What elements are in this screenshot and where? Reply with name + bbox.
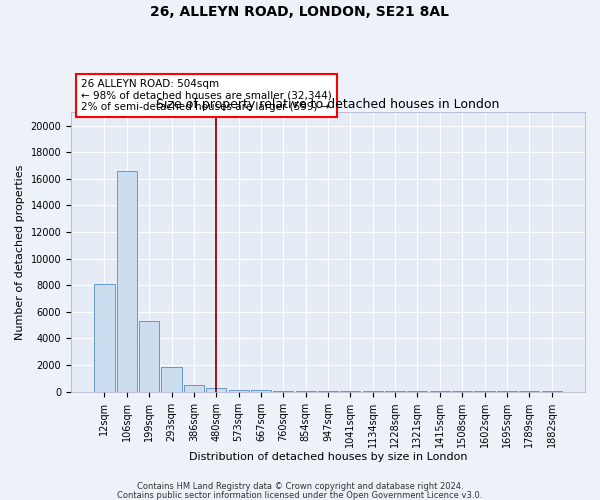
- X-axis label: Distribution of detached houses by size in London: Distribution of detached houses by size …: [189, 452, 467, 462]
- Text: Contains public sector information licensed under the Open Government Licence v3: Contains public sector information licen…: [118, 492, 482, 500]
- Bar: [296, 391, 316, 392]
- Title: Size of property relative to detached houses in London: Size of property relative to detached ho…: [157, 98, 500, 111]
- Bar: [94, 284, 115, 392]
- Bar: [139, 321, 159, 392]
- Bar: [184, 385, 204, 392]
- Bar: [161, 367, 182, 392]
- Bar: [206, 388, 226, 392]
- Bar: [273, 391, 293, 392]
- Bar: [318, 391, 338, 392]
- Text: 26 ALLEYN ROAD: 504sqm
← 98% of detached houses are smaller (32,344)
2% of semi-: 26 ALLEYN ROAD: 504sqm ← 98% of detached…: [82, 79, 332, 112]
- Text: Contains HM Land Registry data © Crown copyright and database right 2024.: Contains HM Land Registry data © Crown c…: [137, 482, 463, 491]
- Text: 26, ALLEYN ROAD, LONDON, SE21 8AL: 26, ALLEYN ROAD, LONDON, SE21 8AL: [151, 5, 449, 19]
- Bar: [229, 390, 248, 392]
- Bar: [251, 390, 271, 392]
- Bar: [385, 390, 405, 392]
- Bar: [117, 171, 137, 392]
- Y-axis label: Number of detached properties: Number of detached properties: [15, 164, 25, 340]
